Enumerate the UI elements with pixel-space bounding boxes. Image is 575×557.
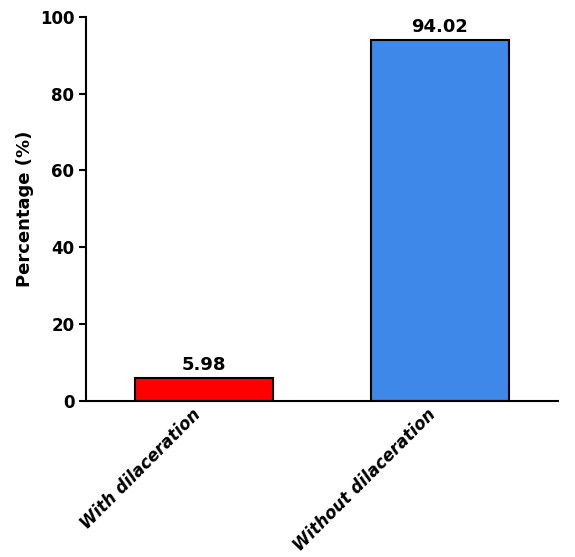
Y-axis label: Percentage (%): Percentage (%) xyxy=(17,131,34,287)
Bar xyxy=(371,40,509,401)
Bar xyxy=(135,378,273,401)
Text: 5.98: 5.98 xyxy=(182,356,227,374)
Text: 94.02: 94.02 xyxy=(412,18,468,36)
